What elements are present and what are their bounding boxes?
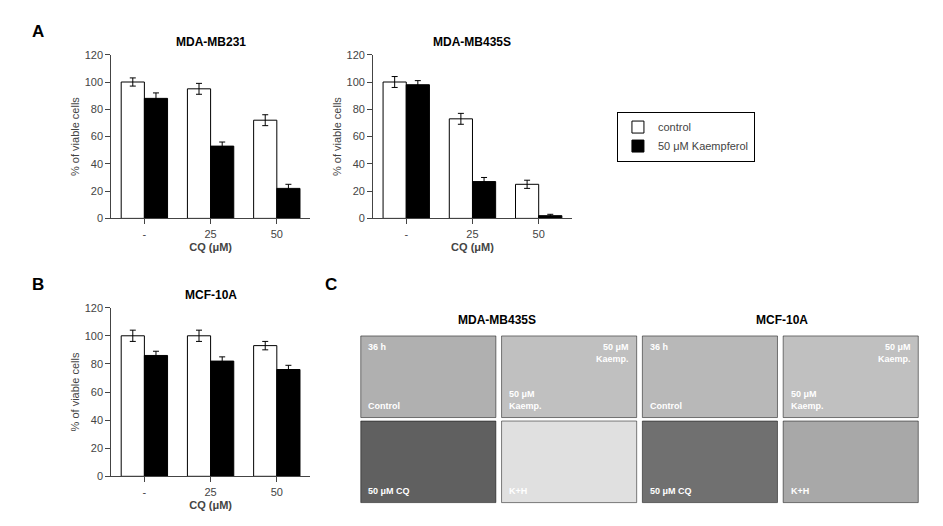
svg-text:control: control bbox=[658, 121, 691, 133]
svg-text:0: 0 bbox=[97, 212, 103, 224]
svg-text:0: 0 bbox=[97, 470, 103, 482]
svg-text:20: 20 bbox=[353, 185, 365, 197]
svg-text:60: 60 bbox=[91, 386, 103, 398]
svg-text:MCF-10A: MCF-10A bbox=[185, 288, 237, 302]
svg-text:CQ (μM): CQ (μM) bbox=[189, 241, 232, 253]
svg-text:120: 120 bbox=[85, 302, 103, 314]
svg-text:CQ (μM): CQ (μM) bbox=[189, 499, 232, 511]
svg-text:A: A bbox=[32, 22, 44, 41]
svg-text:K+H: K+H bbox=[791, 486, 809, 496]
svg-text:60: 60 bbox=[91, 130, 103, 142]
svg-text:50 μMKaemp.: 50 μMKaemp. bbox=[596, 342, 629, 364]
svg-text:-: - bbox=[404, 228, 408, 240]
svg-text:50 μM CQ: 50 μM CQ bbox=[368, 486, 410, 496]
svg-text:120: 120 bbox=[85, 49, 103, 61]
svg-text:-: - bbox=[143, 228, 147, 240]
svg-text:80: 80 bbox=[91, 103, 103, 115]
svg-text:% of viable cells: % of viable cells bbox=[69, 97, 81, 176]
svg-text:80: 80 bbox=[91, 358, 103, 370]
svg-text:100: 100 bbox=[85, 330, 103, 342]
svg-text:20: 20 bbox=[91, 442, 103, 454]
svg-text:50 μM Kaempferol: 50 μM Kaempferol bbox=[658, 140, 748, 152]
svg-text:50 μMKaemp.: 50 μMKaemp. bbox=[791, 389, 824, 411]
svg-text:20: 20 bbox=[91, 185, 103, 197]
svg-text:120: 120 bbox=[347, 49, 365, 61]
svg-text:50: 50 bbox=[533, 228, 545, 240]
svg-text:% of viable cells: % of viable cells bbox=[69, 352, 81, 431]
svg-text:80: 80 bbox=[353, 103, 365, 115]
svg-text:36 h: 36 h bbox=[650, 342, 668, 352]
svg-text:MDA-MB435S: MDA-MB435S bbox=[433, 35, 511, 49]
svg-text:C: C bbox=[325, 275, 337, 294]
svg-text:50: 50 bbox=[271, 228, 283, 240]
svg-text:60: 60 bbox=[353, 130, 365, 142]
svg-text:0: 0 bbox=[359, 212, 365, 224]
svg-text:MDA-MB231: MDA-MB231 bbox=[176, 35, 246, 49]
svg-text:36 h: 36 h bbox=[368, 342, 386, 352]
svg-text:50 μM CQ: 50 μM CQ bbox=[650, 486, 692, 496]
svg-text:K+H: K+H bbox=[509, 486, 527, 496]
svg-text:B: B bbox=[32, 275, 44, 294]
svg-text:% of viable cells: % of viable cells bbox=[331, 97, 343, 176]
svg-text:40: 40 bbox=[91, 414, 103, 426]
svg-text:25: 25 bbox=[204, 228, 216, 240]
svg-text:50 μMKaemp.: 50 μMKaemp. bbox=[878, 342, 911, 364]
svg-text:40: 40 bbox=[353, 158, 365, 170]
svg-text:25: 25 bbox=[466, 228, 478, 240]
svg-text:50: 50 bbox=[271, 486, 283, 498]
svg-text:-: - bbox=[143, 486, 147, 498]
svg-text:CQ (μM): CQ (μM) bbox=[451, 241, 494, 253]
svg-text:MDA-MB435S: MDA-MB435S bbox=[458, 313, 536, 327]
svg-text:Control: Control bbox=[650, 401, 682, 411]
svg-text:50 μMKaemp.: 50 μMKaemp. bbox=[509, 389, 542, 411]
svg-text:100: 100 bbox=[85, 76, 103, 88]
svg-text:Control: Control bbox=[368, 401, 400, 411]
svg-text:100: 100 bbox=[347, 76, 365, 88]
svg-text:MCF-10A: MCF-10A bbox=[756, 313, 808, 327]
svg-text:25: 25 bbox=[204, 486, 216, 498]
svg-text:40: 40 bbox=[91, 158, 103, 170]
